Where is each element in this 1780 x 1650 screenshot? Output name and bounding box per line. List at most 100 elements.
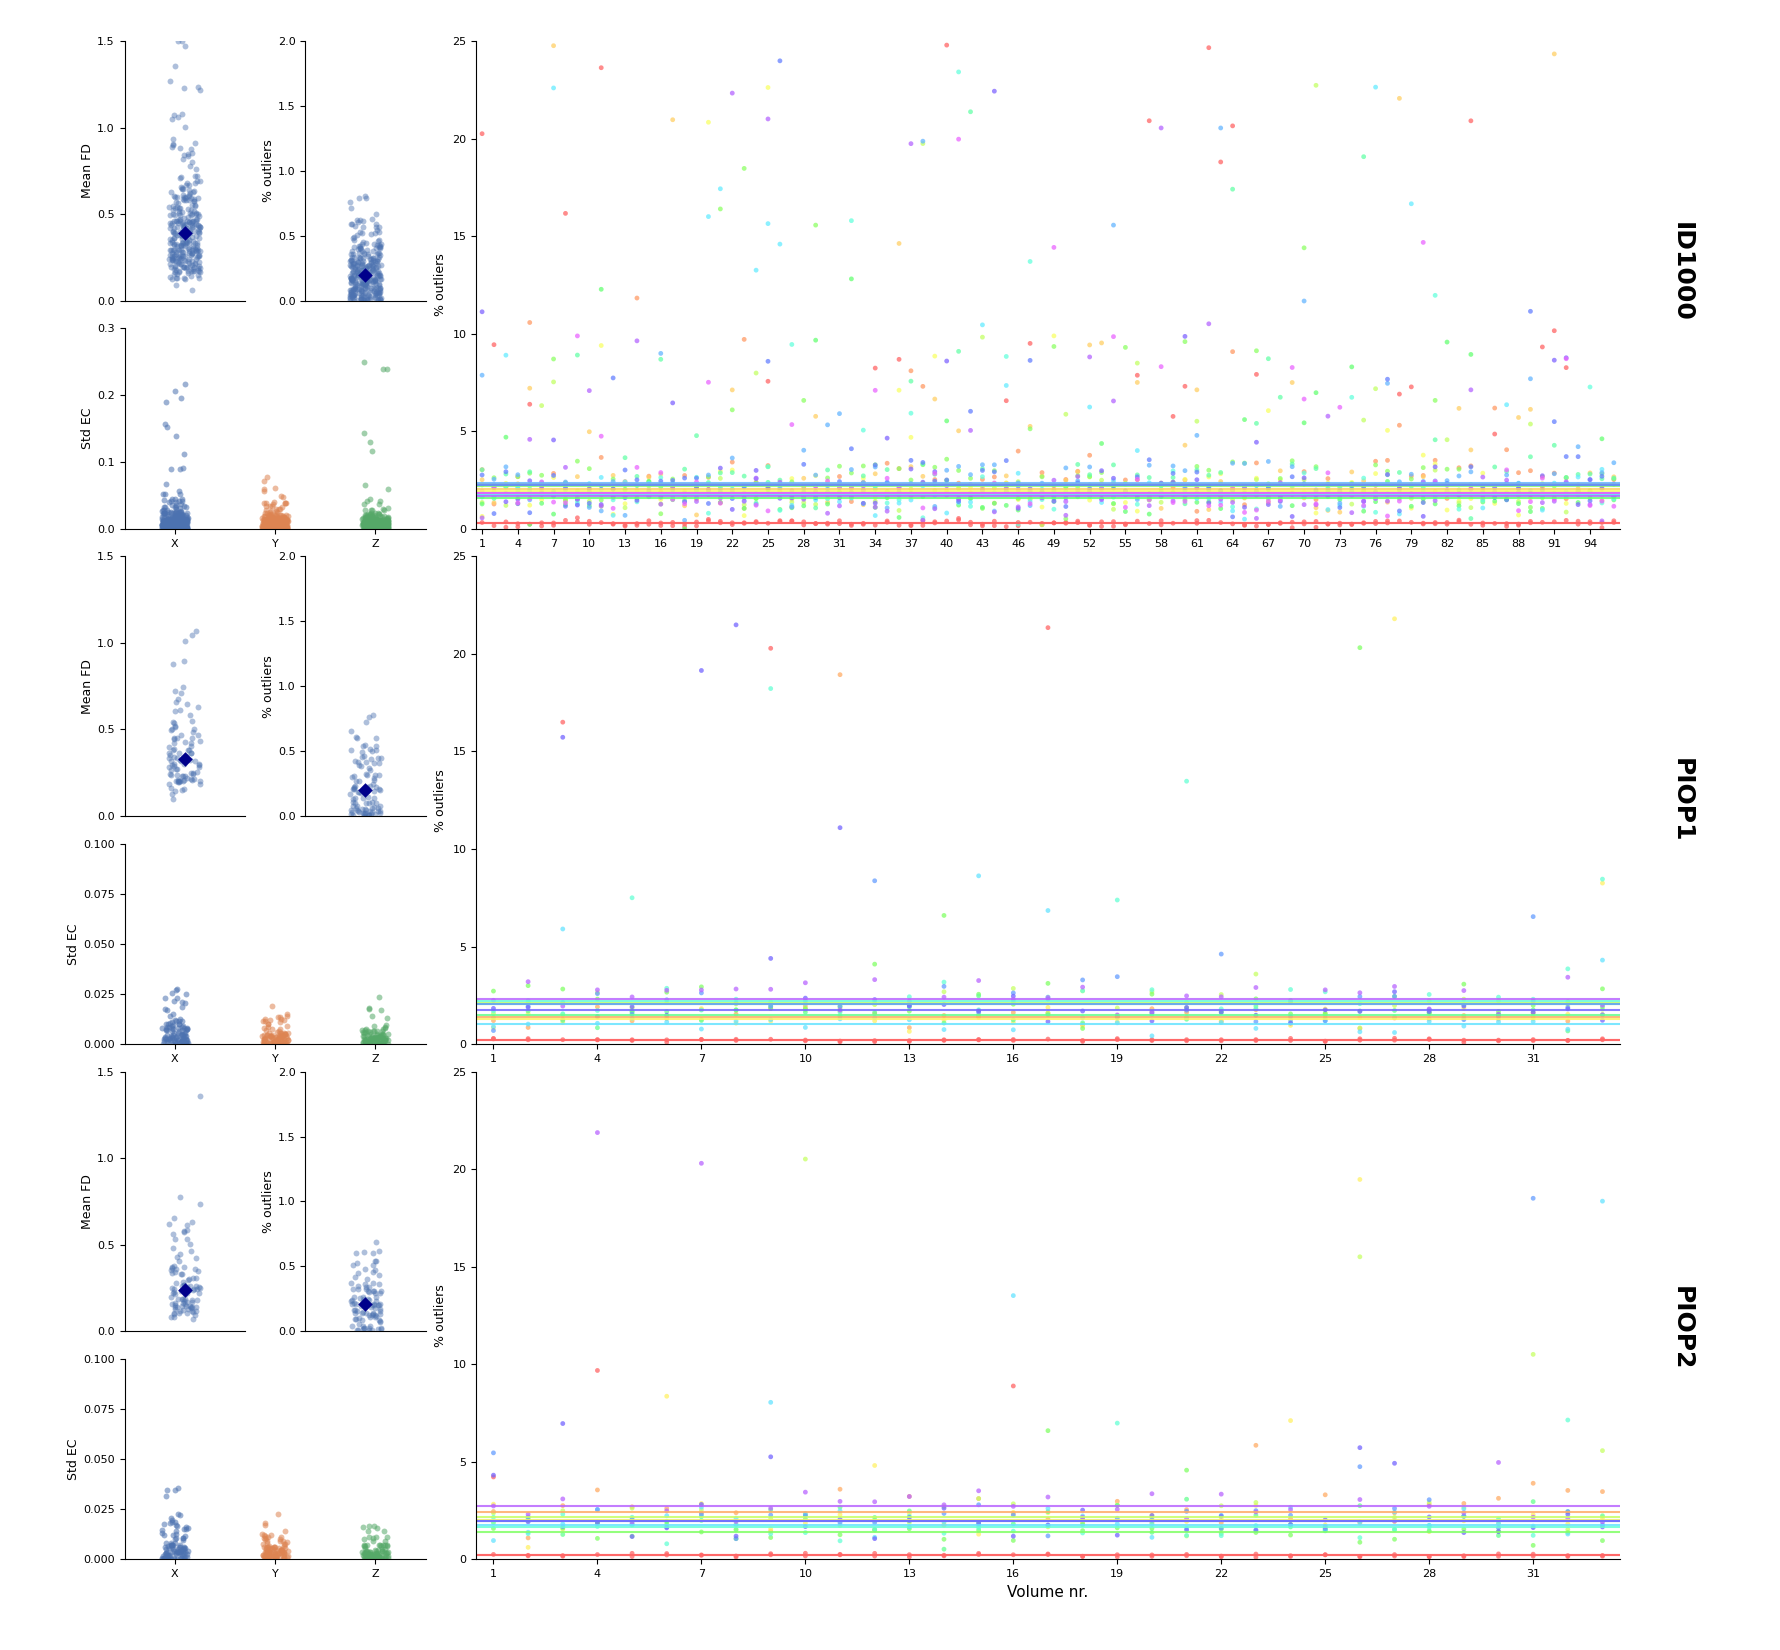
Point <box>336 1270 365 1297</box>
Point <box>671 480 700 507</box>
Point <box>707 455 735 482</box>
Point <box>164 210 192 236</box>
Point <box>344 797 372 823</box>
Point <box>1290 485 1319 512</box>
Point <box>1182 454 1210 480</box>
Point <box>271 1006 299 1033</box>
Point <box>481 332 509 358</box>
Point <box>262 515 290 541</box>
Point <box>365 797 393 823</box>
Point <box>171 513 199 540</box>
Point <box>1518 1513 1547 1539</box>
Point <box>765 478 794 505</box>
Point <box>164 513 192 540</box>
Point <box>1207 998 1235 1025</box>
Point <box>166 208 194 234</box>
Point <box>1016 490 1045 516</box>
Point <box>151 500 180 526</box>
Point <box>826 1502 854 1528</box>
Point <box>158 1536 187 1563</box>
Point <box>169 211 198 238</box>
Point <box>367 231 395 257</box>
Point <box>826 478 854 505</box>
Point <box>178 622 206 648</box>
Point <box>1182 467 1210 493</box>
Point <box>162 208 190 234</box>
Point <box>340 282 368 309</box>
Point <box>1111 477 1139 503</box>
Point <box>338 285 367 312</box>
Point <box>920 472 949 498</box>
Point <box>160 102 189 129</box>
Point <box>717 512 746 538</box>
Point <box>174 234 203 261</box>
Point <box>1004 493 1032 520</box>
Point <box>258 1534 287 1561</box>
Point <box>1312 1541 1340 1568</box>
Point <box>155 1013 183 1040</box>
Point <box>253 508 281 535</box>
Point <box>897 487 926 513</box>
Point <box>171 1277 199 1304</box>
Point <box>164 505 192 531</box>
Point <box>166 1008 194 1035</box>
Point <box>1146 472 1175 498</box>
Point <box>267 515 295 541</box>
Point <box>336 1289 365 1315</box>
Point <box>1362 472 1390 498</box>
Point <box>611 444 639 470</box>
Point <box>778 477 806 503</box>
Point <box>185 1280 214 1307</box>
Point <box>1380 1498 1408 1525</box>
Point <box>367 1544 395 1571</box>
Point <box>349 1533 377 1559</box>
Point <box>349 800 377 827</box>
Point <box>1326 394 1355 421</box>
Point <box>185 771 214 797</box>
Point <box>765 497 794 523</box>
Point <box>1173 1003 1202 1030</box>
Point <box>945 470 974 497</box>
Point <box>862 488 890 515</box>
Point <box>1456 480 1485 507</box>
Point <box>646 478 675 505</box>
Point <box>358 513 386 540</box>
Point <box>1527 474 1556 500</box>
Point <box>155 734 183 761</box>
Point <box>945 338 974 365</box>
Point <box>1063 459 1091 485</box>
Point <box>562 487 591 513</box>
Point <box>479 1462 507 1488</box>
Point <box>157 513 185 540</box>
Point <box>148 1031 176 1058</box>
Point <box>765 231 794 257</box>
Point <box>363 513 392 540</box>
Point <box>1290 234 1319 261</box>
Point <box>756 1502 785 1528</box>
Point <box>166 502 194 528</box>
Point <box>623 472 651 498</box>
Point <box>258 1021 287 1048</box>
Point <box>742 490 771 516</box>
Point <box>185 751 214 777</box>
Point <box>1276 1010 1305 1036</box>
Point <box>1518 1003 1547 1030</box>
Point <box>338 1275 367 1302</box>
Point <box>164 1546 192 1572</box>
Point <box>968 452 997 478</box>
Point <box>338 764 367 790</box>
Point <box>166 1261 194 1287</box>
Point <box>1104 995 1132 1021</box>
Point <box>358 502 386 528</box>
Point <box>860 1526 888 1553</box>
Point <box>356 1020 384 1046</box>
Point <box>160 1300 189 1327</box>
Point <box>368 1030 397 1056</box>
Point <box>933 467 961 493</box>
Point <box>249 490 278 516</box>
Point <box>1492 510 1520 536</box>
Point <box>164 1502 192 1528</box>
Point <box>256 493 285 520</box>
Point <box>263 498 292 525</box>
Point <box>623 472 651 498</box>
